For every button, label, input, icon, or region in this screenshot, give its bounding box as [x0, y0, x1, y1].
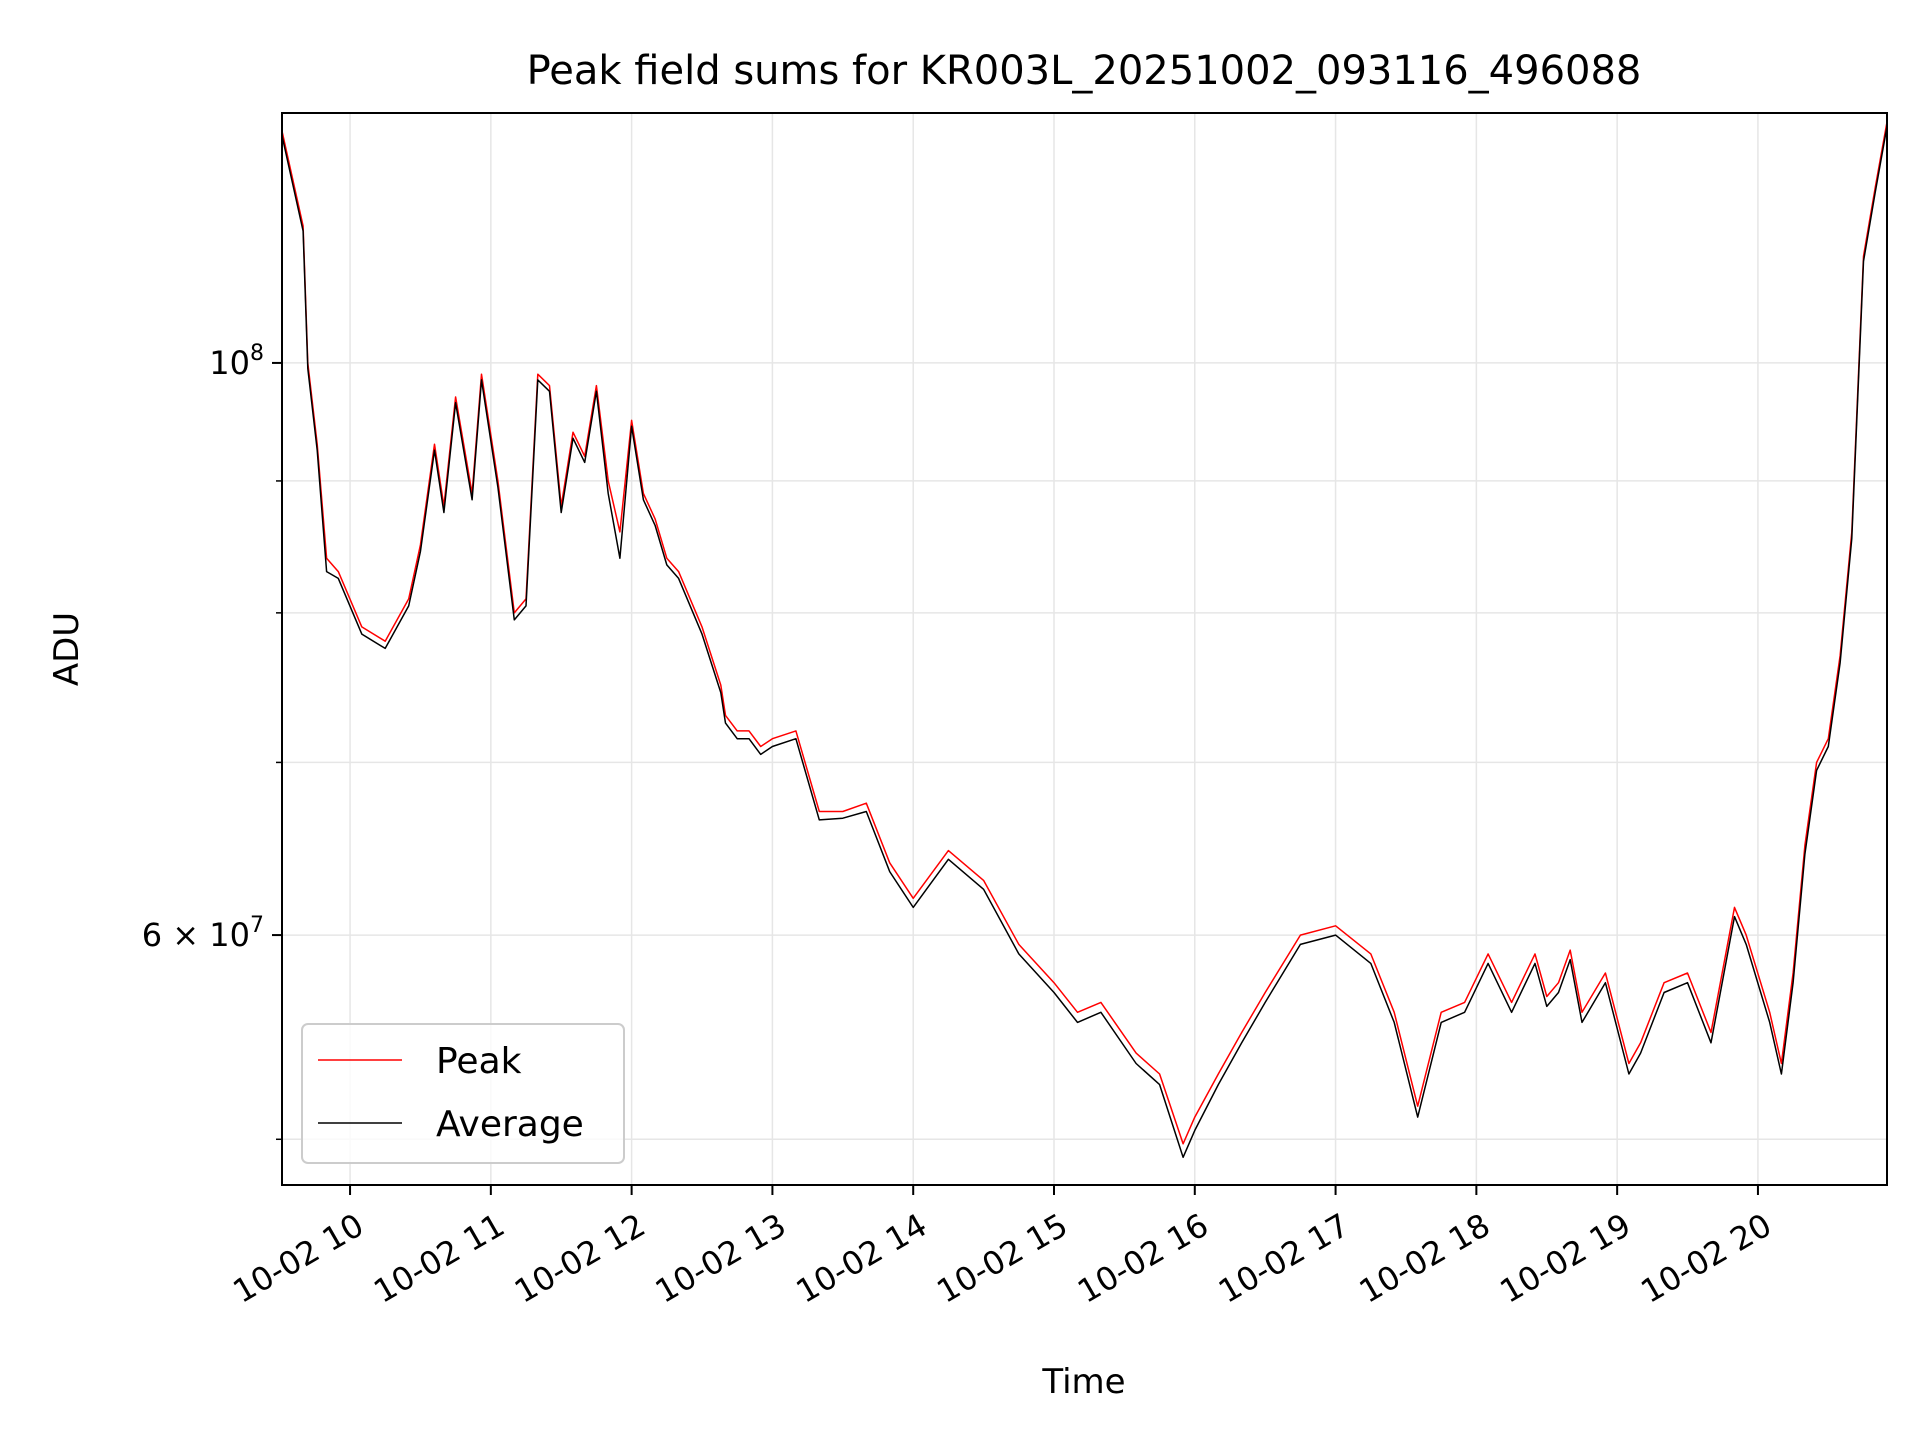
legend-label-average: Average — [436, 1104, 584, 1145]
legend-box — [301, 1023, 625, 1164]
legend: Peak Average — [301, 1023, 625, 1164]
y-axis-label: ADU — [47, 612, 87, 686]
chart-title: Peak field sums for KR003L_20251002_0931… — [527, 48, 1642, 94]
plot-frame — [281, 112, 1888, 1186]
series-line-average — [281, 126, 1888, 1159]
legend-label-peak: Peak — [436, 1041, 522, 1082]
y-tick-label: 108 — [209, 341, 264, 382]
y-tick-label: 6 × 107 — [142, 913, 264, 954]
series-line-peak — [281, 121, 1888, 1145]
plot-series — [281, 121, 1888, 1159]
y-axis-ticks: 108 6 × 107 — [142, 341, 282, 1141]
x-axis-label: Time — [1041, 1362, 1125, 1402]
